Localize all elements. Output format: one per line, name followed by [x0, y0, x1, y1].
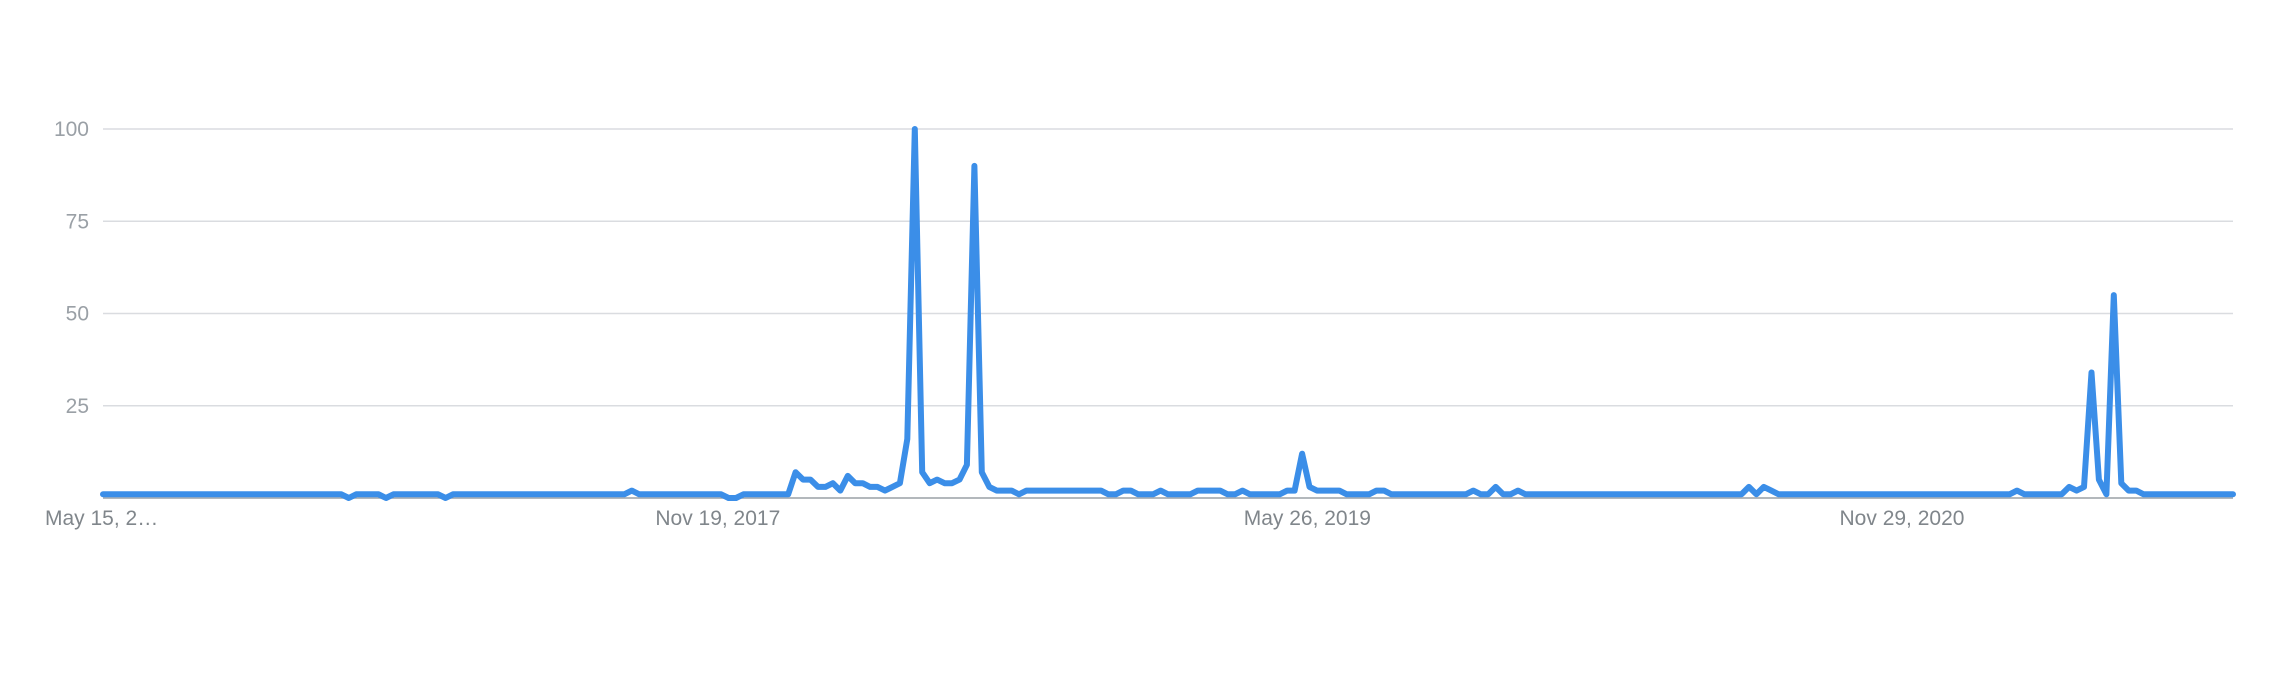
x-axis-ticks: May 15, 2… Nov 19, 2017 May 26, 2019 Nov 29… [45, 507, 1964, 530]
x-tick-label: Nov 29, 2020 [1840, 507, 1965, 530]
series-layer [100, 126, 2236, 501]
x-tick-label: May 15, 2… [45, 507, 158, 530]
y-tick-label: 50 [66, 303, 89, 326]
x-tick-label: May 26, 2019 [1244, 507, 1371, 530]
x-tick-label: Nov 19, 2017 [655, 507, 780, 530]
series-line [100, 126, 2236, 501]
y-tick-label: 25 [66, 395, 89, 418]
y-tick-label: 75 [66, 210, 89, 233]
y-axis-ticks: 25 50 75 100 [54, 118, 89, 418]
y-tick-label: 100 [54, 118, 89, 141]
gridlines [103, 128, 2233, 499]
